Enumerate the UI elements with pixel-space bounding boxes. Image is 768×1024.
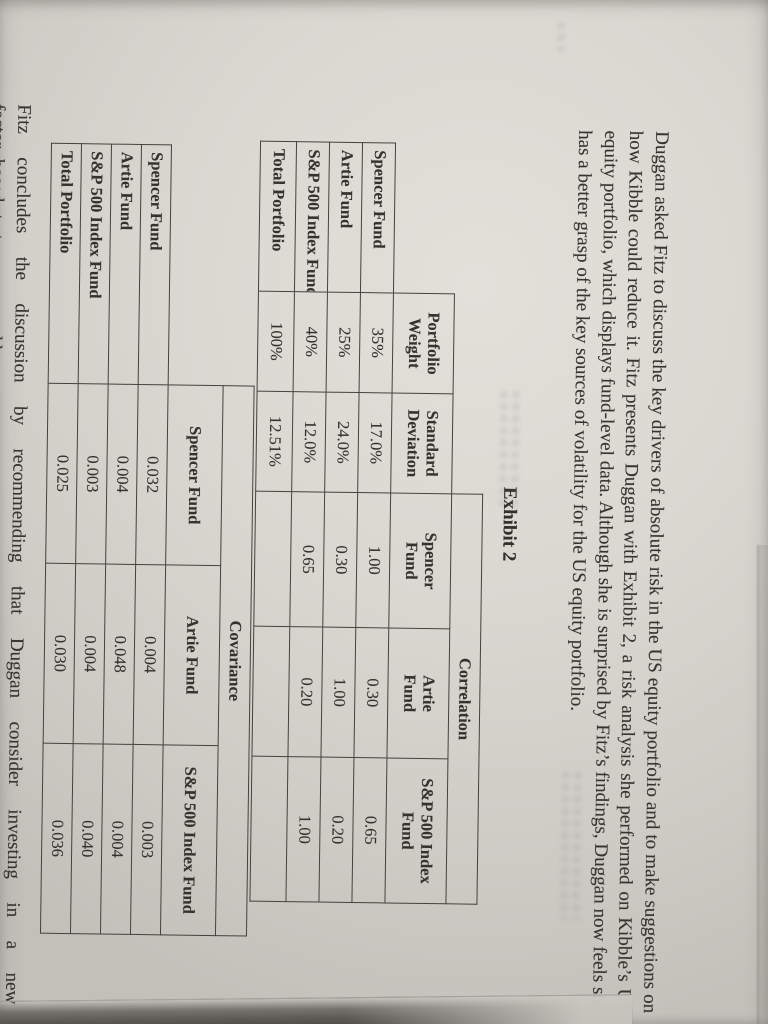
- correlation-span-header: Correlation: [445, 493, 483, 905]
- cell: 0.65: [290, 491, 326, 628]
- cell: 0.025: [45, 383, 79, 564]
- cell: 0.20: [288, 626, 324, 758]
- cell: 24.0%: [325, 392, 360, 493]
- cell: 0.030: [43, 563, 76, 744]
- cell: 0.004: [100, 744, 134, 935]
- closing-paragraph: Fitz concludes the discussion by recomme…: [0, 104, 37, 1005]
- cell: 12.0%: [292, 391, 327, 493]
- cell: 1.00: [286, 756, 322, 903]
- row-label: S&P 500 Index Fund: [78, 143, 112, 385]
- row-label: Spencer Fund: [138, 144, 172, 385]
- cell: 0.20: [319, 757, 355, 903]
- blank-area: [168, 145, 226, 386]
- cell: 0.048: [103, 564, 136, 745]
- column-header: Spencer Fund: [389, 493, 452, 629]
- covariance-table: Covariance Spencer Fund Artie Fund S&P 5…: [40, 143, 258, 937]
- cell: 1.00: [321, 627, 357, 758]
- blank-area: [223, 146, 257, 386]
- cell: 0.032: [135, 384, 169, 565]
- bleedthrough-mark: [552, 21, 569, 52]
- cell: 0.003: [130, 744, 164, 935]
- cell: 0.004: [73, 563, 106, 745]
- exhibit-title: Exhibit 2: [498, 486, 521, 562]
- intro-paragraph: Duggan asked Fitz to discuss the key dri…: [566, 130, 673, 1014]
- column-header: Portfolio Weight: [392, 293, 455, 394]
- cell: 0.036: [40, 743, 74, 934]
- cell: 1.00: [356, 492, 392, 629]
- row-label: Total Portfolio: [258, 141, 298, 292]
- correlation-table: Correlation Portfolio Weight Standard De…: [250, 141, 488, 905]
- cell: 0.040: [70, 743, 104, 935]
- cell: 0.30: [323, 492, 359, 628]
- cell: [252, 626, 291, 757]
- column-header: S&P 500 Index Fund: [385, 757, 448, 904]
- cell: 40%: [293, 291, 328, 393]
- column-header: Standard Deviation: [391, 393, 454, 494]
- cell: 0.003: [75, 383, 109, 565]
- row-label: Total Portfolio: [48, 143, 82, 384]
- table-header-row: Spencer Fund Artie Fund S&P 500 Index Fu…: [160, 145, 226, 936]
- row-label: Spencer Fund: [360, 142, 397, 294]
- paper-edge-line: [757, 545, 759, 1024]
- cell: [254, 491, 293, 627]
- cell: 35%: [359, 292, 394, 394]
- cell: [250, 756, 289, 902]
- cell: 100%: [257, 291, 295, 392]
- paper-edge-shadow: [759, 545, 768, 1024]
- cell: 0.65: [352, 757, 388, 904]
- cell: 25%: [326, 292, 361, 393]
- row-label: Artie Fund: [108, 144, 142, 385]
- blank-area: [452, 144, 488, 494]
- column-header: S&P 500 Index Fund: [160, 744, 219, 936]
- cell: 12.51%: [256, 391, 294, 492]
- column-header: Artie Fund: [387, 628, 450, 759]
- column-header: Artie Fund: [163, 564, 221, 746]
- table-header-row: Portfolio Weight Standard Deviation Spen…: [385, 143, 456, 904]
- cell: 17.0%: [358, 392, 393, 494]
- row-label: S&P 500 Index Fund: [294, 141, 331, 293]
- cell: 0.004: [105, 384, 139, 565]
- blank-area: [394, 143, 457, 294]
- cell: 0.004: [133, 564, 166, 745]
- row-label: Artie Fund: [327, 142, 364, 293]
- column-header: Spencer Fund: [165, 384, 224, 566]
- cell: 0.30: [354, 627, 390, 758]
